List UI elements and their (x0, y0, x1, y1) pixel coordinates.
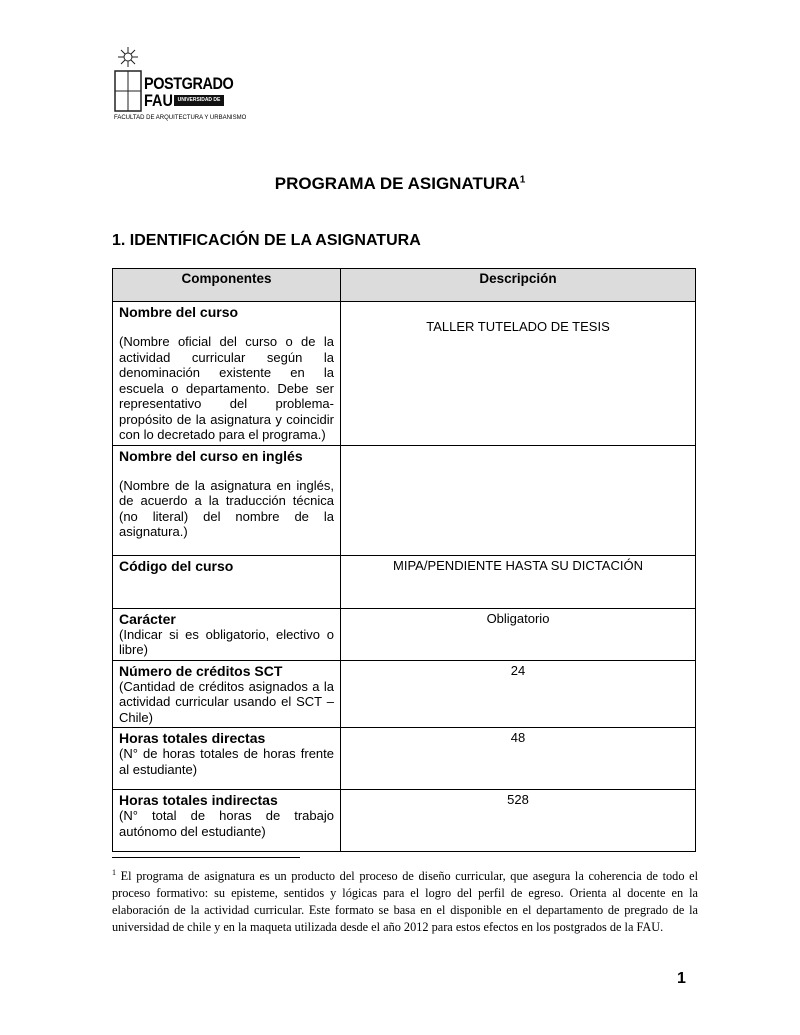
page-number: 1 (677, 970, 686, 987)
row-label: Horas totales directas (119, 730, 266, 746)
identification-table: Componentes Descripción Nombre del curso… (112, 268, 696, 852)
row-value: 528 (507, 792, 529, 807)
row-value: TALLER TUTELADO DE TESIS (426, 319, 610, 334)
logo-postgrado: POSTGRADO (144, 74, 234, 93)
university-seal-icon (114, 47, 142, 112)
footnote: 1 El programa de asignatura es un produc… (112, 864, 698, 936)
footnote-text: El programa de asignatura es un producto… (112, 869, 698, 935)
table-row: Horas totales directas (N° de horas total… (112, 727, 696, 790)
row-description: (N° de horas totales de horas frente al … (119, 746, 334, 777)
footnote-number: 1 (112, 868, 116, 877)
row-description: (Nombre de la asignatura en inglés, de a… (119, 477, 334, 540)
table-row: Horas totales indirectas (N° total de hor… (112, 789, 696, 852)
row-value: Obligatorio (486, 610, 550, 626)
page-title: PROGRAMA DE ASIGNATURA1 (0, 174, 800, 194)
postgrado-fau-logo: POSTGRADO FAU UNIVERSIDAD DE CHILE FACUL… (112, 45, 246, 125)
logo-band: UNIVERSIDAD DE CHILE (174, 95, 224, 114)
title-text: PROGRAMA DE ASIGNATURA (274, 174, 520, 193)
table-row: Nombre del curso en inglés (Nombre de la … (112, 444, 696, 556)
header-componentes: Componentes (112, 268, 341, 302)
row-description: (N° total de horas de trabajo autónomo d… (119, 808, 334, 839)
row-label: Horas totales indirectas (119, 792, 278, 808)
footnote-separator (112, 857, 300, 858)
logo-subtitle: FACULTAD DE ARQUITECTURA Y URBANISMO (114, 115, 247, 121)
row-label: Carácter (119, 610, 176, 627)
table-row: Número de créditos SCT (Cantidad de crédi… (112, 659, 696, 728)
table-row: Código del curso MIPA/PENDIENTE HASTA SU… (112, 554, 696, 609)
header-descripcion: Descripción (340, 268, 696, 302)
row-description: (Nombre oficial del curso o de la activi… (119, 334, 334, 442)
row-label: Nombre del curso (119, 304, 239, 320)
table-header: Componentes Descripción (112, 268, 696, 302)
row-value: 48 (510, 730, 526, 745)
section-heading: 1. IDENTIFICACIÓN DE LA ASIGNATURA (112, 232, 421, 249)
row-label: Número de créditos SCT (119, 662, 283, 679)
table-row: Carácter (Indicar si es obligatorio, elec… (112, 607, 696, 661)
footnote-mark: 1 (519, 174, 526, 186)
row-label: Código del curso (119, 557, 234, 574)
row-value: MIPA/PENDIENTE HASTA SU DICTACIÓN (393, 557, 643, 573)
row-description: (Indicar si es obligatorio, electivo o l… (119, 626, 334, 658)
row-value: 24 (510, 662, 526, 678)
row-label: Nombre del curso en inglés (119, 447, 303, 464)
row-description: (Cantidad de créditos asignados a la act… (119, 678, 334, 725)
table-row: Nombre del curso (Nombre oficial del curs… (112, 301, 696, 446)
logo-fau: FAU (144, 91, 173, 110)
